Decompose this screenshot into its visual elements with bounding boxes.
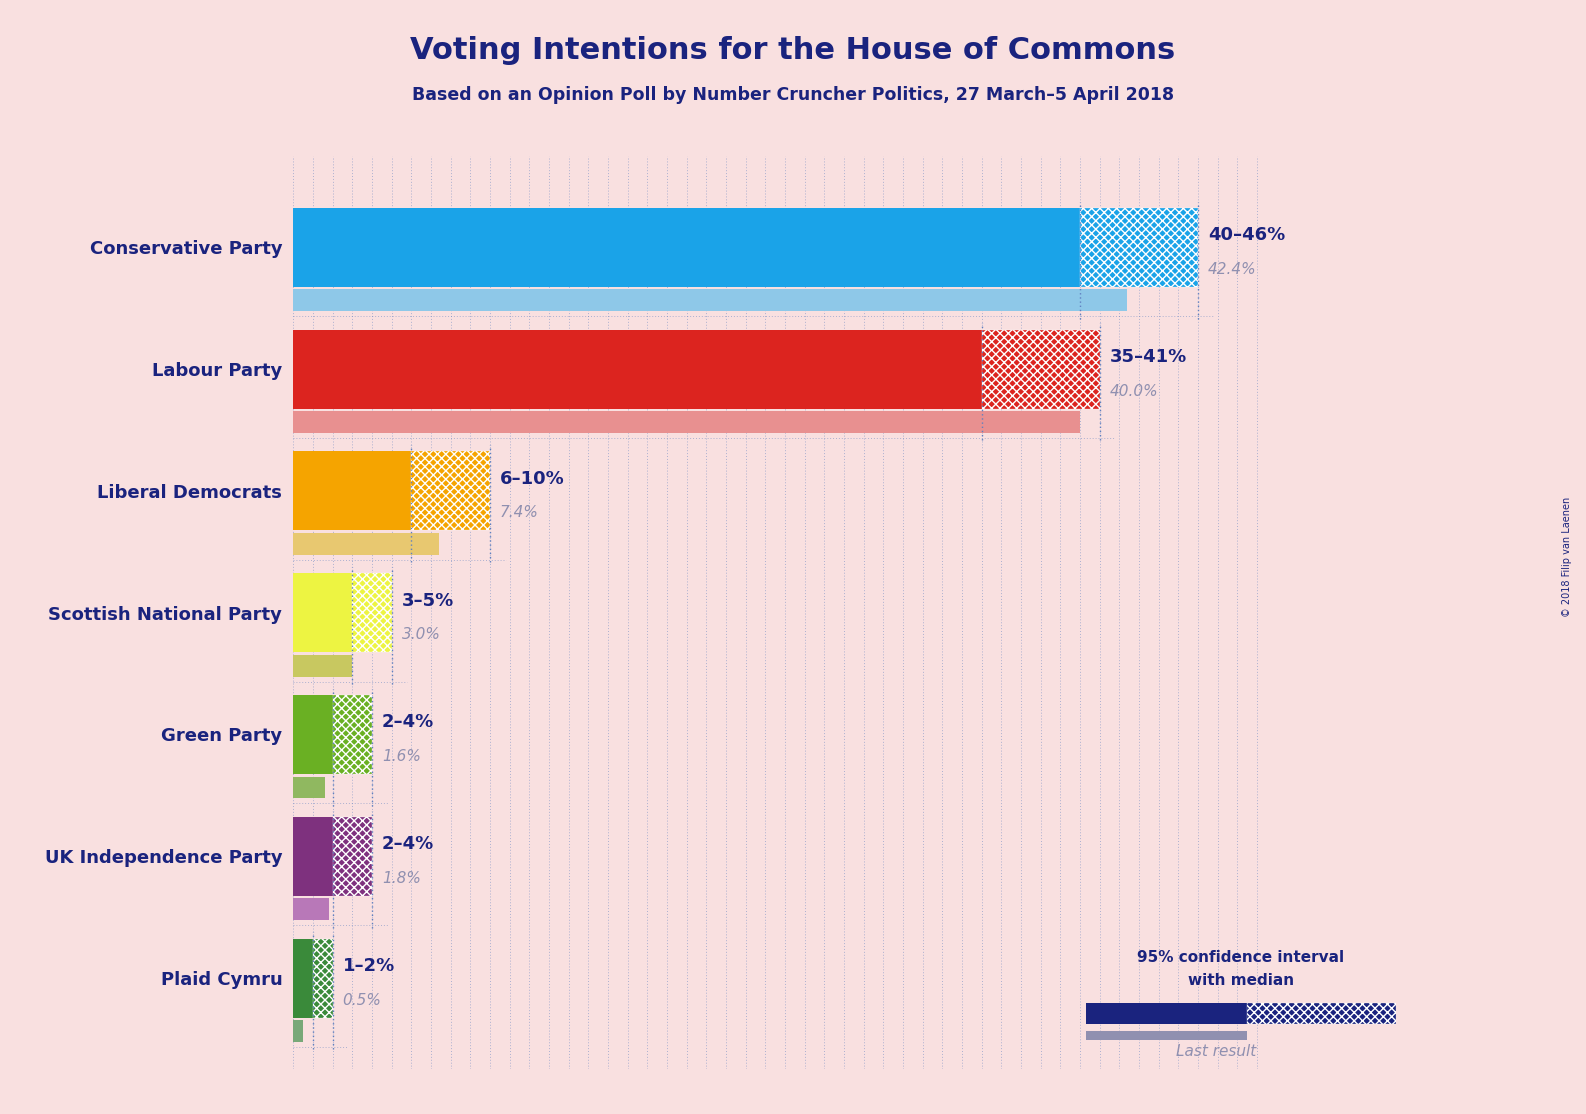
Text: Voting Intentions for the House of Commons: Voting Intentions for the House of Commo… <box>411 36 1175 65</box>
Text: 3.0%: 3.0% <box>401 627 441 642</box>
Bar <box>293 817 333 896</box>
Bar <box>293 532 439 555</box>
Text: 7.4%: 7.4% <box>500 506 539 520</box>
Bar <box>293 938 312 1018</box>
Bar <box>293 451 411 530</box>
Bar <box>293 776 325 799</box>
Text: 3–5%: 3–5% <box>401 592 454 609</box>
Bar <box>293 573 352 653</box>
Bar <box>1086 1030 1247 1039</box>
Bar <box>293 411 1080 433</box>
Text: 40–46%: 40–46% <box>1209 226 1285 244</box>
Text: 0.5%: 0.5% <box>343 993 382 1007</box>
Bar <box>333 695 373 774</box>
Bar <box>333 817 373 896</box>
Bar <box>352 573 392 653</box>
Text: Last result: Last result <box>1177 1045 1256 1059</box>
Bar <box>1086 1003 1247 1025</box>
Bar <box>293 695 333 774</box>
Bar <box>1247 1003 1396 1025</box>
Text: 2–4%: 2–4% <box>382 836 435 853</box>
Bar <box>1080 207 1197 287</box>
Bar <box>293 290 1128 311</box>
Text: 40.0%: 40.0% <box>1110 383 1158 399</box>
Text: 2–4%: 2–4% <box>382 713 435 731</box>
Text: Based on an Opinion Poll by Number Cruncher Politics, 27 March–5 April 2018: Based on an Opinion Poll by Number Crunc… <box>412 86 1174 104</box>
Bar <box>312 938 333 1018</box>
Text: 1.6%: 1.6% <box>382 749 420 764</box>
Text: © 2018 Filip van Laenen: © 2018 Filip van Laenen <box>1562 497 1572 617</box>
Text: 1.8%: 1.8% <box>382 871 420 886</box>
Bar <box>982 330 1099 409</box>
Text: 1–2%: 1–2% <box>343 957 395 975</box>
Bar <box>293 330 982 409</box>
Text: 42.4%: 42.4% <box>1209 262 1256 276</box>
Text: 35–41%: 35–41% <box>1110 348 1186 365</box>
Bar <box>411 451 490 530</box>
Text: with median: with median <box>1188 973 1294 988</box>
Bar <box>293 898 328 920</box>
Text: 95% confidence interval: 95% confidence interval <box>1137 949 1345 965</box>
Text: 6–10%: 6–10% <box>500 470 565 488</box>
Bar <box>293 207 1080 287</box>
Bar <box>293 1020 303 1042</box>
Bar <box>293 655 352 676</box>
